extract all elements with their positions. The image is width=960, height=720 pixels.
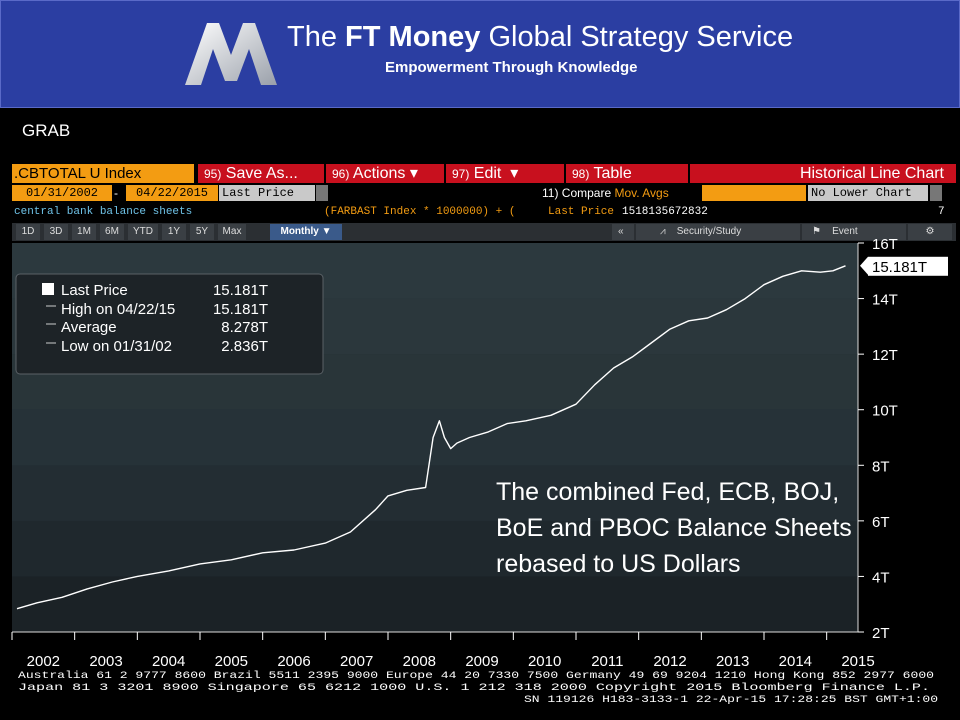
banner: The FT Money Global Strategy Service Emp… [0, 0, 960, 108]
chart-study-icon: ⩘ [660, 226, 666, 237]
date-separator: - [114, 186, 118, 200]
grab-label: GRAB [22, 121, 71, 140]
compare-control[interactable]: 11) Compare Mov. Avgs [542, 186, 669, 200]
table-button[interactable]: 98) Table [566, 164, 688, 183]
formula-field: Last Price [548, 206, 615, 218]
command-row: .CBTOTAL U Index 95) Save As... 96) Acti… [12, 162, 956, 184]
tab-6m[interactable]: 6M [100, 224, 124, 240]
tab-max[interactable]: Max [218, 224, 246, 240]
collapse-icon[interactable]: « [612, 224, 634, 240]
brand-title: The FT Money Global Strategy Service [287, 21, 794, 53]
field-select[interactable]: Last Price [219, 185, 315, 201]
description-row: central bank balance sheets (FARBAST Ind… [12, 204, 956, 220]
settings-gear-icon[interactable]: ⚙ [908, 224, 952, 240]
ticker-field[interactable]: .CBTOTAL U Index [12, 164, 194, 183]
formula-value: 1518135672832 [622, 206, 708, 218]
tab-5y[interactable]: 5Y [190, 224, 214, 240]
tab-1y[interactable]: 1Y [162, 224, 186, 240]
security-study-button[interactable]: ⩘ Security/Study [636, 224, 800, 240]
tab-1m[interactable]: 1M [72, 224, 96, 240]
save-as-button[interactable]: 95) Save As... [198, 164, 324, 183]
lower-chart-dropdown-icon[interactable] [930, 185, 942, 201]
compare-slots[interactable] [702, 185, 806, 201]
end-date-field[interactable]: 04/22/2015 [126, 185, 218, 201]
start-date-field[interactable]: 01/31/2002 [12, 185, 112, 201]
edit-button[interactable]: 97) Edit ▾ [446, 164, 564, 183]
bloomberg-terminal: .CBTOTAL U Index 95) Save As... 96) Acti… [12, 162, 956, 717]
chart-annotation: The combined Fed, ECB, BOJ, BoE and PBOC… [496, 478, 852, 578]
event-button[interactable]: ⚑ Event [802, 224, 906, 240]
actions-button[interactable]: 96) Actions ▾ [326, 164, 444, 183]
period-select[interactable]: Monthly ▼ [270, 224, 342, 240]
brand-subtitle: Empowerment Through Knowledge [385, 59, 638, 76]
m-logo-icon [185, 23, 277, 85]
chart-type-title: Historical Line Chart [690, 164, 956, 183]
security-description: central bank balance sheets [14, 206, 193, 218]
tab-ytd[interactable]: YTD [128, 224, 158, 240]
lower-chart-select[interactable]: No Lower Chart [808, 185, 928, 201]
flag-icon: ⚑ [812, 226, 821, 237]
formula-text: (FARBAST Index * 1000000) + ( [324, 206, 516, 218]
tab-3d[interactable]: 3D [44, 224, 68, 240]
timeframe-toolbar: 1D 3D 1M 6M YTD 1Y 5Y Max Monthly ▼ « ⩘ … [12, 223, 956, 241]
date-range-row: 01/31/2002 - 04/22/2015 Last Price 11) C… [12, 185, 956, 202]
tab-1d[interactable]: 1D [16, 224, 40, 240]
row-counter: 7 [938, 206, 945, 218]
field-dropdown-icon[interactable] [316, 185, 328, 201]
